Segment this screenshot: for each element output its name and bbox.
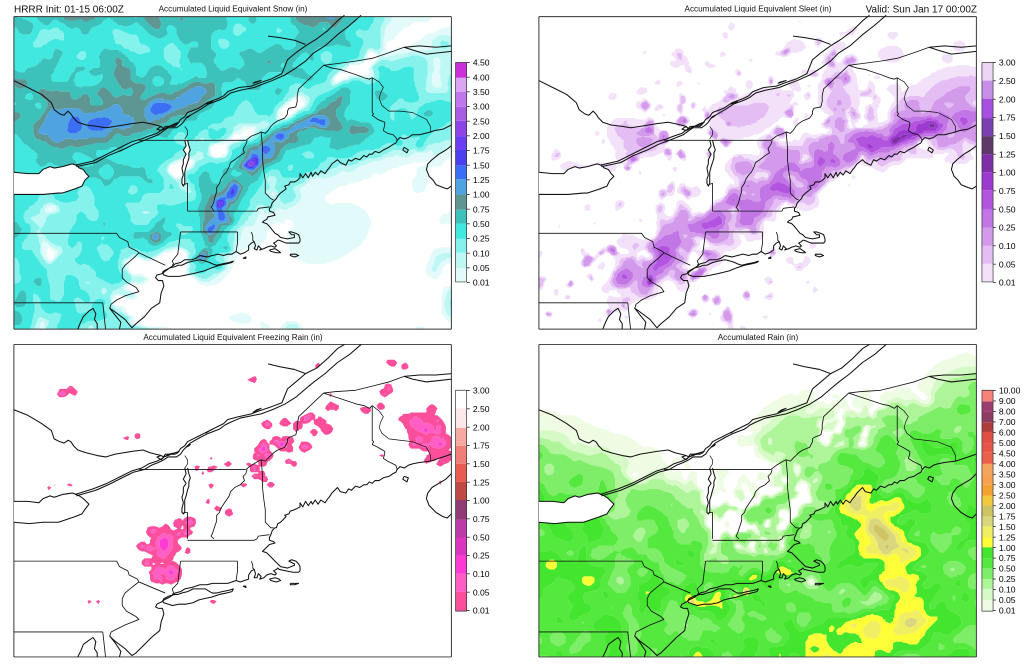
svg-text:1.00: 1.00 [473,190,490,200]
svg-text:Valid: Sun Jan 17 00:00Z: Valid: Sun Jan 17 00:00Z [866,5,977,16]
svg-text:0.50: 0.50 [473,219,490,229]
svg-text:1.25: 1.25 [999,149,1016,159]
svg-text:3.00: 3.00 [999,480,1016,490]
svg-text:1.25: 1.25 [999,532,1016,542]
svg-text:Accumulated Rain (in): Accumulated Rain (in) [718,333,799,342]
svg-text:7.00: 7.00 [999,417,1016,427]
svg-text:0.50: 0.50 [999,564,1016,574]
svg-text:1.75: 1.75 [473,146,490,156]
svg-text:9.00: 9.00 [999,396,1016,406]
svg-text:0.10: 0.10 [473,569,490,579]
svg-text:1.25: 1.25 [473,175,490,185]
svg-text:1.25: 1.25 [473,477,490,487]
svg-text:3.00: 3.00 [473,386,490,396]
svg-text:4.00: 4.00 [999,459,1016,469]
svg-text:1.00: 1.00 [999,168,1016,178]
svg-text:1.50: 1.50 [473,160,490,170]
svg-text:2.50: 2.50 [999,76,1016,86]
svg-text:Accumulated Liquid Equivalent: Accumulated Liquid Equivalent Sleet (in) [684,5,831,14]
svg-text:0.50: 0.50 [473,532,490,542]
svg-text:1.75: 1.75 [999,113,1016,123]
svg-text:4.50: 4.50 [999,448,1016,458]
svg-text:0.10: 0.10 [999,585,1016,595]
svg-text:Accumulated Liquid Equivalent: Accumulated Liquid Equivalent Snow (in) [159,5,308,14]
svg-text:2.00: 2.00 [473,131,490,141]
svg-text:0.01: 0.01 [999,606,1016,616]
svg-text:0.10: 0.10 [473,248,490,258]
svg-text:3.50: 3.50 [473,87,490,97]
svg-text:3.50: 3.50 [999,469,1016,479]
svg-text:0.05: 0.05 [473,587,490,597]
svg-text:4.50: 4.50 [473,58,490,68]
svg-text:4.00: 4.00 [473,72,490,82]
svg-text:1.50: 1.50 [473,459,490,469]
svg-text:1.50: 1.50 [999,131,1016,141]
svg-text:Accumulated Liquid Equivalent: Accumulated Liquid Equivalent Freezing R… [143,333,323,342]
svg-text:8.00: 8.00 [999,407,1016,417]
svg-text:0.01: 0.01 [473,606,490,616]
svg-text:2.00: 2.00 [999,501,1016,511]
svg-text:10.00: 10.00 [999,386,1021,396]
svg-text:1.00: 1.00 [473,496,490,506]
svg-text:0.25: 0.25 [473,234,490,244]
svg-text:0.25: 0.25 [473,551,490,561]
svg-text:2.00: 2.00 [999,94,1016,104]
svg-text:0.05: 0.05 [473,263,490,273]
svg-text:2.50: 2.50 [473,116,490,126]
svg-text:0.05: 0.05 [999,595,1016,605]
svg-text:0.75: 0.75 [999,186,1016,196]
svg-text:6.00: 6.00 [999,428,1016,438]
svg-text:3.00: 3.00 [473,102,490,112]
svg-text:HRRR Init: 01-15 06:00Z: HRRR Init: 01-15 06:00Z [14,5,124,16]
svg-text:5.00: 5.00 [999,438,1016,448]
svg-text:0.50: 0.50 [999,204,1016,214]
svg-text:0.25: 0.25 [999,574,1016,584]
svg-text:0.75: 0.75 [473,204,490,214]
svg-text:1.75: 1.75 [999,511,1016,521]
svg-text:1.75: 1.75 [473,441,490,451]
svg-text:1.50: 1.50 [999,522,1016,532]
svg-text:0.75: 0.75 [999,553,1016,563]
svg-text:0.75: 0.75 [473,514,490,524]
svg-text:2.00: 2.00 [473,422,490,432]
svg-text:0.01: 0.01 [473,278,490,288]
svg-text:0.05: 0.05 [999,259,1016,269]
svg-text:3.00: 3.00 [999,58,1016,68]
svg-text:1.00: 1.00 [999,543,1016,553]
svg-text:2.50: 2.50 [999,490,1016,500]
svg-text:2.50: 2.50 [473,404,490,414]
svg-text:0.10: 0.10 [999,241,1016,251]
svg-text:0.25: 0.25 [999,223,1016,233]
svg-text:0.01: 0.01 [999,278,1016,288]
